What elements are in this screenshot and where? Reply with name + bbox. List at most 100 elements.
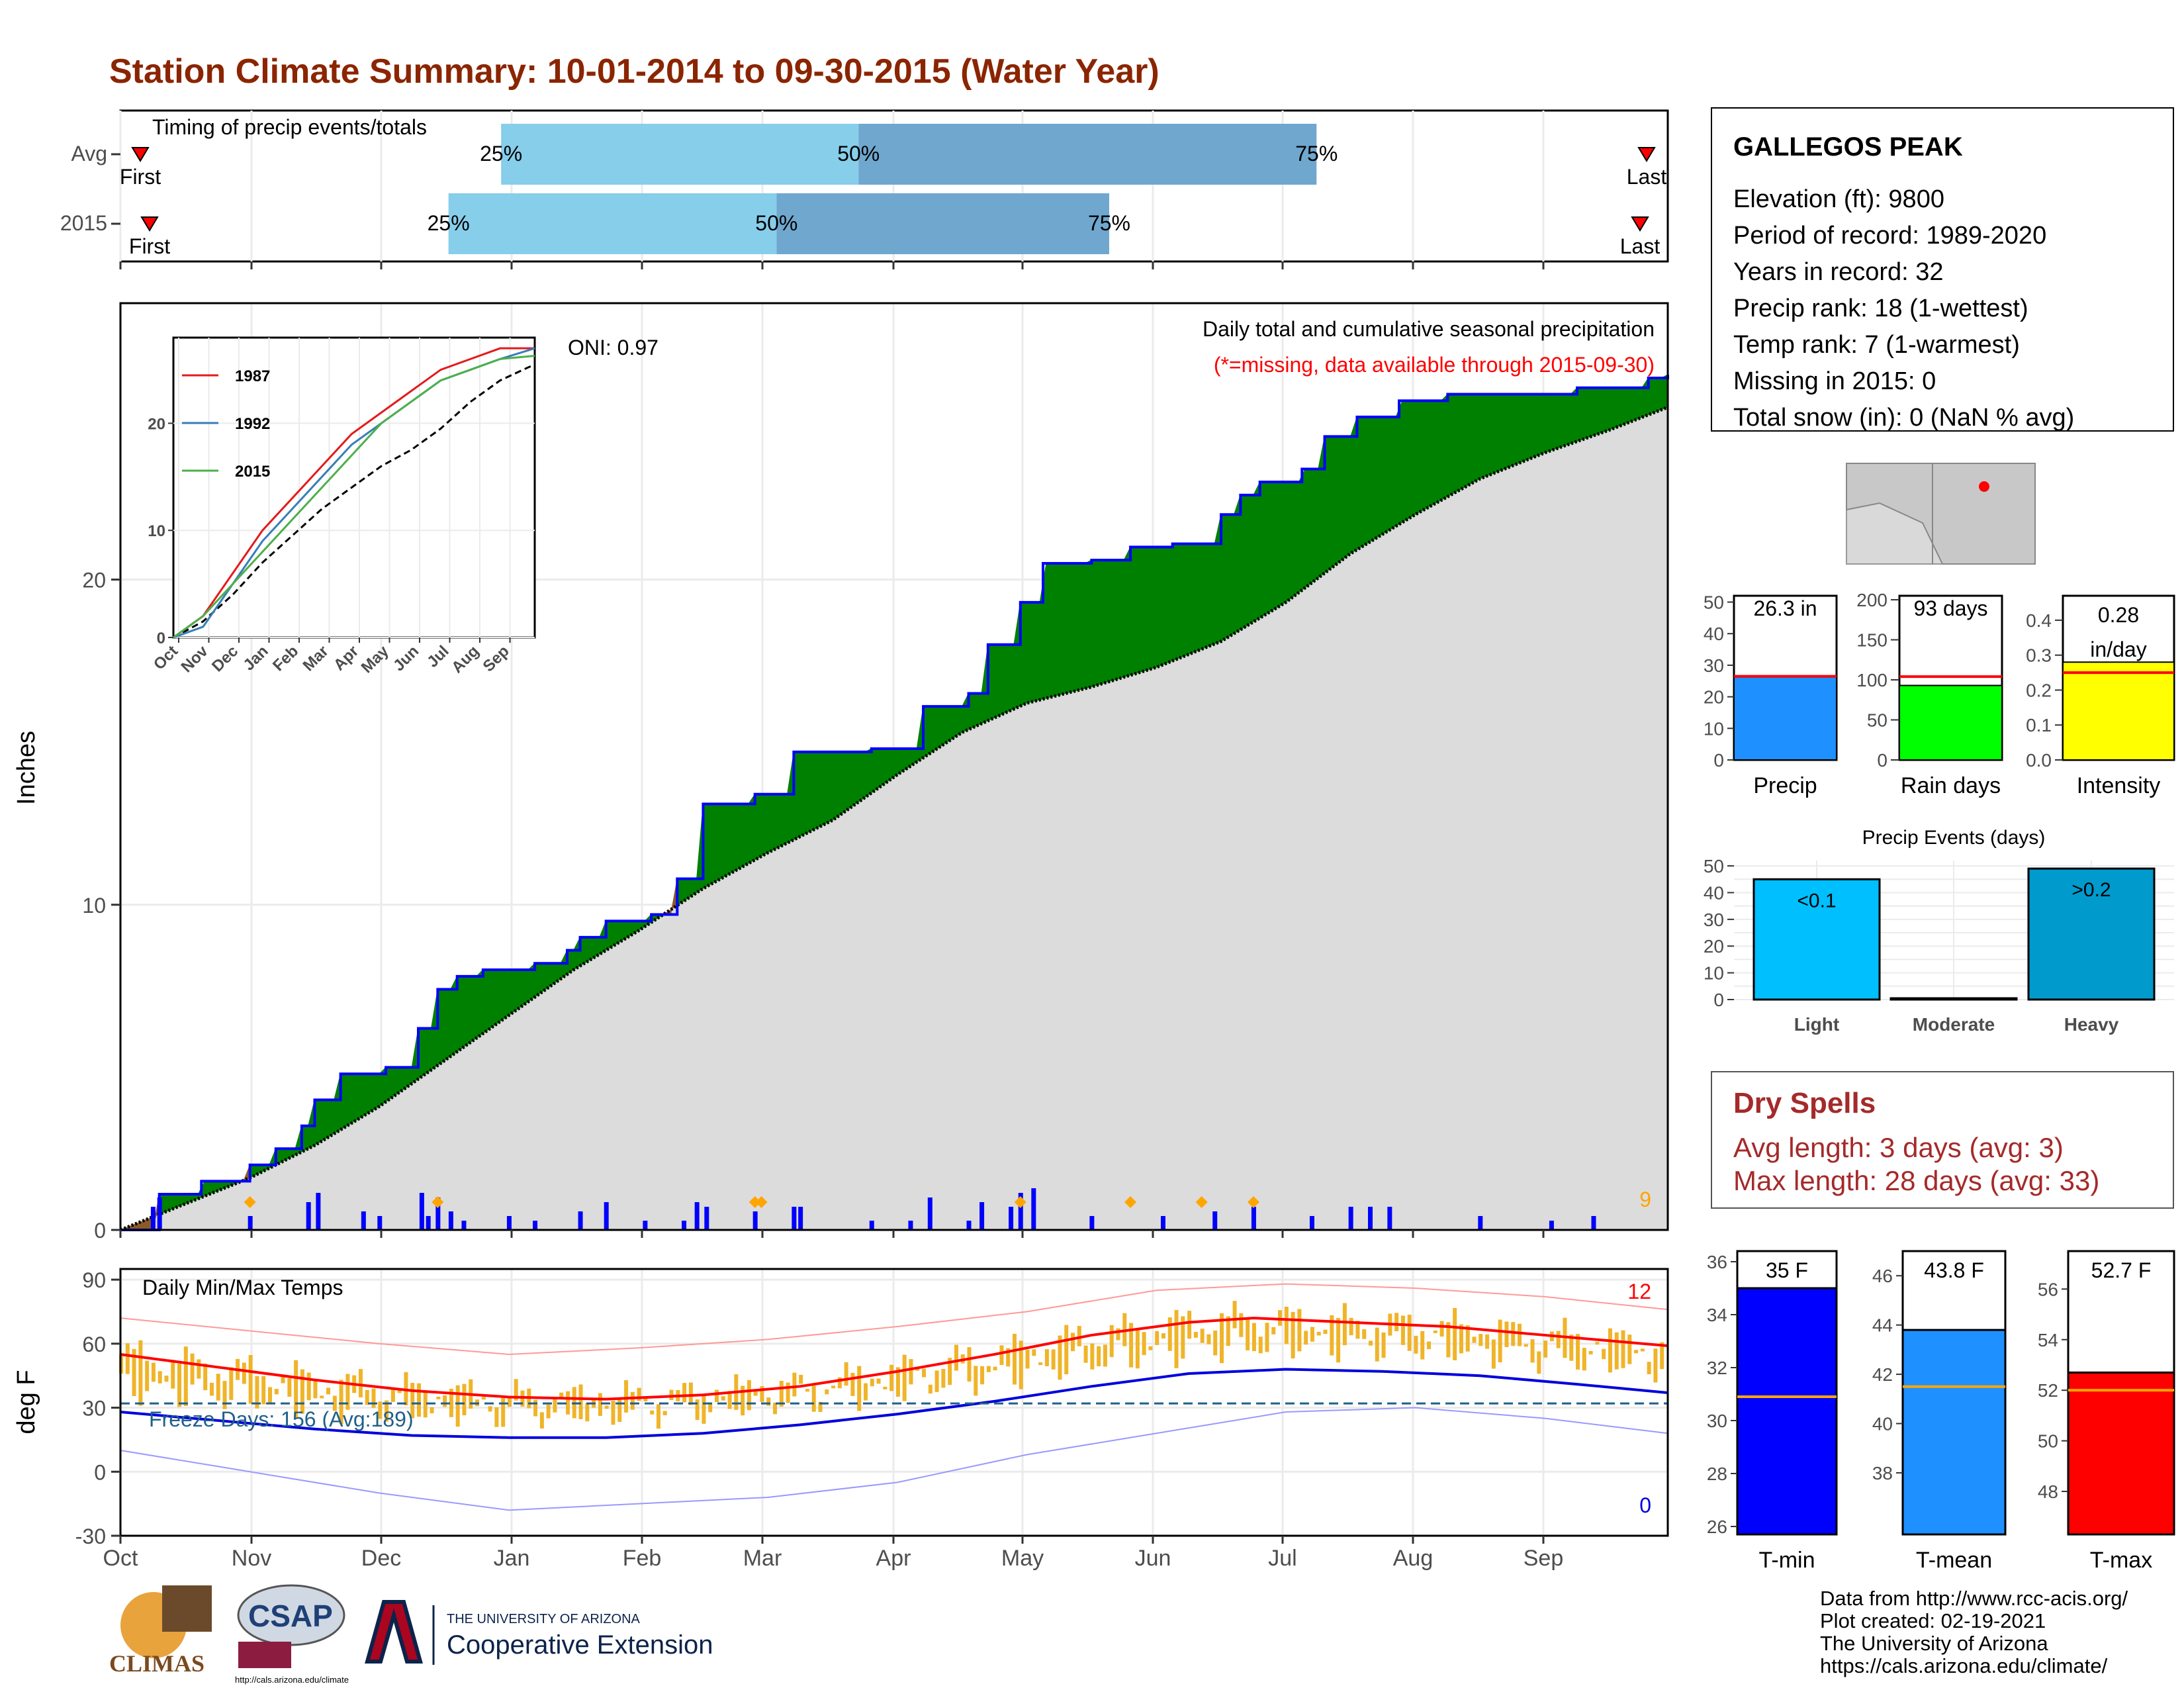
daily-temp-bar (1323, 1329, 1328, 1335)
temp-bar-tick-label-2-2: 52 (2038, 1380, 2058, 1401)
daily-temp-bar (662, 1411, 667, 1416)
daily-precip-bar-15 (604, 1202, 609, 1230)
daily-temp-bar (1375, 1327, 1379, 1362)
inset-ytick-label-0: 0 (157, 630, 165, 647)
cumulative-diff-segment (1635, 387, 1643, 421)
daily-temp-bar (1187, 1311, 1192, 1339)
daily-temp-bar (825, 1389, 829, 1395)
temp-ytick-label-2: 30 (82, 1397, 106, 1421)
daily-temp-bar (281, 1374, 285, 1383)
month-label-6: Apr (876, 1546, 911, 1571)
summary-bar-1 (1899, 684, 2003, 761)
daily-temp-bar (1284, 1306, 1289, 1344)
daily-temp-bar (423, 1392, 428, 1418)
temp-bar-tick-label-0-1: 28 (1707, 1464, 1727, 1484)
cumulative-diff-segment (760, 794, 768, 857)
daily-temp-bar (999, 1345, 1004, 1365)
cumulative-diff-segment (346, 1073, 354, 1127)
daily-temp-bar (339, 1380, 343, 1425)
daily-temp-bar (197, 1359, 201, 1379)
summary-tick-label-0-1: 10 (1704, 718, 1724, 739)
daily-temp-bar (138, 1340, 143, 1406)
temp-bar-tick-label-2-1: 50 (2038, 1431, 2058, 1452)
daily-precip-bar-18 (694, 1202, 700, 1230)
temp-bar-label-0: T-min (1759, 1548, 1815, 1573)
daily-precip-bar-26 (966, 1221, 972, 1230)
station-line-6: Total snow (in): 0 (NaN % avg) (1733, 404, 2075, 432)
cumulative-diff-segment (1654, 377, 1662, 413)
daily-temp-bar (242, 1362, 246, 1384)
daily-temp-bar (818, 1401, 823, 1412)
daily-temp-bar (1025, 1349, 1030, 1369)
summary-tick-label-1-1: 50 (1867, 710, 1888, 731)
daily-temp-bar (721, 1396, 725, 1401)
daily-precip-bar-0 (150, 1207, 156, 1230)
timing-first-label-0: First (120, 165, 161, 189)
daily-precip-bar-13 (533, 1221, 538, 1230)
events-value-label-0: <0.1 (1797, 890, 1836, 912)
cumulative-diff-segment (1402, 400, 1410, 523)
cumulative-diff-segment (1609, 387, 1617, 431)
daily-temp-bar (1291, 1311, 1295, 1359)
events-tick-label-3: 30 (1704, 910, 1724, 930)
daily-temp-bar (1588, 1350, 1593, 1355)
daily-temp-bar (546, 1404, 551, 1419)
month-axis: Oct Nov Dec Jan Feb Mar Apr May Jun Jul Aug Sep (103, 1230, 1563, 1571)
daily-temp-bar (1077, 1325, 1081, 1346)
temp-bar-t-min (1736, 1287, 1838, 1536)
csap-logo-text: CSAP (248, 1599, 333, 1633)
month-label-7: May (1001, 1546, 1044, 1571)
daily-temp-bar (1083, 1345, 1088, 1363)
timing-pct-25-0: 25% (480, 142, 522, 165)
daily-temp-bar (125, 1343, 130, 1374)
daily-temp-bar (255, 1376, 259, 1409)
daily-temp-bar (385, 1400, 389, 1422)
precip-max-count: 9 (1639, 1188, 1651, 1211)
daily-temp-bar (1427, 1341, 1432, 1350)
daily-temp-bar (1653, 1348, 1658, 1383)
summary-tick-label-0-4: 40 (1704, 624, 1724, 644)
inset-avg-line (173, 363, 535, 639)
daily-temp-bar (695, 1399, 700, 1421)
temp-bar-tick-label-2-0: 48 (2038, 1481, 2058, 1502)
month-label-3: Jan (494, 1546, 530, 1571)
inset-series-line-2015 (173, 355, 535, 639)
daily-temp-bar (1485, 1334, 1490, 1349)
temp-ytick-label-3: 0 (94, 1460, 106, 1484)
daily-temp-bar (1479, 1334, 1483, 1346)
cumulative-diff-segment (1201, 543, 1208, 650)
daily-temp-bar (190, 1353, 195, 1385)
daily-temp-bar (637, 1387, 641, 1401)
page-title: Station Climate Summary: 10-01-2014 to 0… (109, 52, 1160, 91)
daily-precip-bar-30 (1031, 1188, 1036, 1230)
cumulative-diff-segment (1071, 563, 1079, 692)
cumulative-diff-segment (1026, 602, 1034, 704)
daily-temp-bar (1316, 1332, 1321, 1336)
daily-temp-bar (209, 1382, 214, 1396)
daily-temp-bar (1504, 1321, 1509, 1348)
temp-bar-tick-label-0-2: 30 (1707, 1411, 1727, 1431)
daily-temp-bar (1213, 1330, 1218, 1356)
daily-temp-bar (863, 1383, 868, 1401)
daily-temp-bar (1032, 1349, 1036, 1356)
daily-precip-bar-12 (506, 1216, 512, 1230)
temp-ytick-label-0: 90 (82, 1268, 106, 1292)
daily-precip-bar-2 (248, 1216, 253, 1230)
daily-temp-bar (1206, 1334, 1211, 1344)
cumulative-diff-segment (1570, 387, 1578, 444)
daily-temp-bar (320, 1395, 324, 1399)
credit-line-0: Data from http://www.rcc-acis.org/ (1820, 1587, 2128, 1610)
cumulative-diff-segment (858, 751, 866, 803)
daily-temp-bar (1330, 1315, 1334, 1356)
events-bar-moderate (1889, 997, 2018, 1001)
daily-temp-bar (831, 1385, 836, 1389)
summary-value-label-2-b: in/day (2090, 637, 2146, 661)
cumulative-diff-segment (1116, 559, 1124, 680)
cumulative-diff-segment (1369, 416, 1377, 543)
daily-temp-bar (1044, 1349, 1049, 1366)
cumulative-diff-segment (495, 969, 503, 1025)
daily-temp-bar (1226, 1316, 1230, 1346)
cumulative-diff-segment (1590, 387, 1597, 438)
summary-tick-label-2-0: 0.0 (2026, 750, 2052, 771)
